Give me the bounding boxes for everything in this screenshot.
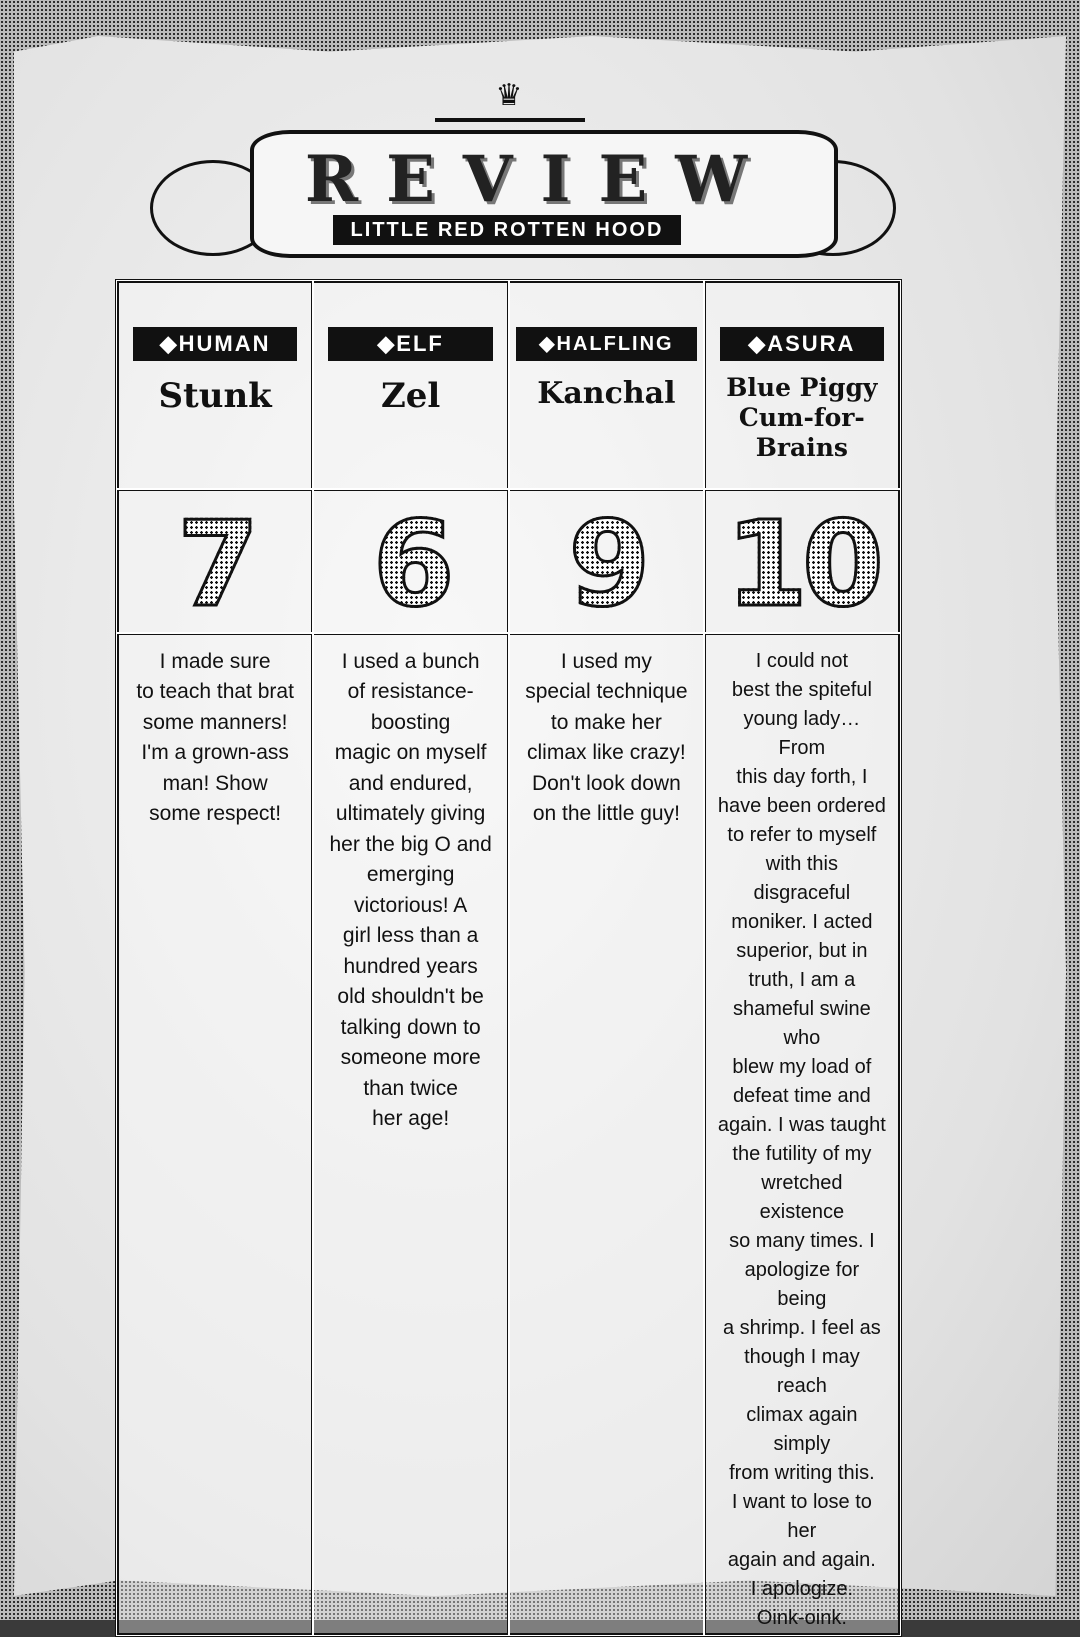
comment-cell: I used my special technique to make her … — [507, 631, 706, 1636]
comment-cell: I could not best the spiteful young lady… — [702, 631, 902, 1636]
review-comment: I used a bunch of resistance- boosting m… — [329, 649, 492, 1131]
race-label: ◆HALFLING — [516, 327, 697, 361]
review-comment: I could not best the spiteful young lady… — [717, 649, 886, 1629]
review-comment: I used my special technique to make her … — [525, 649, 688, 826]
page-subtitle: LITTLE RED ROTTEN HOOD — [333, 215, 681, 245]
score-cell: 10 — [702, 487, 902, 635]
reviewer-name: Kanchal — [537, 376, 676, 411]
reviewer-name: Zel — [380, 376, 441, 416]
race-label: ◆ELF — [328, 327, 493, 361]
race-label: ◆ASURA — [719, 327, 884, 361]
reviewer-name: Blue Piggy Cum-for- Brains — [726, 373, 878, 462]
review-table: ◆HUMAN Stunk ◆ELF Zel ◆HALFLING Kanchal ◆AS… — [115, 279, 902, 1637]
comment-cell: I used a bunch of resistance- boosting m… — [311, 631, 510, 1636]
reviewer-name: Stunk — [158, 376, 272, 416]
comment-cell: I made sure to teach that brat some mann… — [115, 631, 315, 1636]
reviewer-header: ◆HALFLING Kanchal — [507, 279, 706, 491]
score-value: 9 — [510, 503, 703, 624]
reviewer-header: ◆HUMAN Stunk — [115, 279, 315, 491]
score-cell: 6 — [311, 487, 510, 635]
reviewer-header: ◆ELF Zel — [311, 279, 510, 491]
score-cell: 7 — [115, 487, 315, 635]
reviewer-header: ◆ASURA Blue Piggy Cum-for- Brains — [702, 279, 902, 491]
score-value: 6 — [314, 503, 507, 624]
page-title: REVIEW — [304, 142, 776, 217]
score-value: 10 — [706, 503, 898, 624]
review-comment: I made sure to teach that brat some mann… — [136, 649, 294, 826]
race-label: ◆HUMAN — [133, 327, 298, 361]
crown-ornament: ♛ — [435, 78, 585, 122]
score-cell: 9 — [507, 487, 706, 635]
score-value: 7 — [119, 503, 311, 624]
